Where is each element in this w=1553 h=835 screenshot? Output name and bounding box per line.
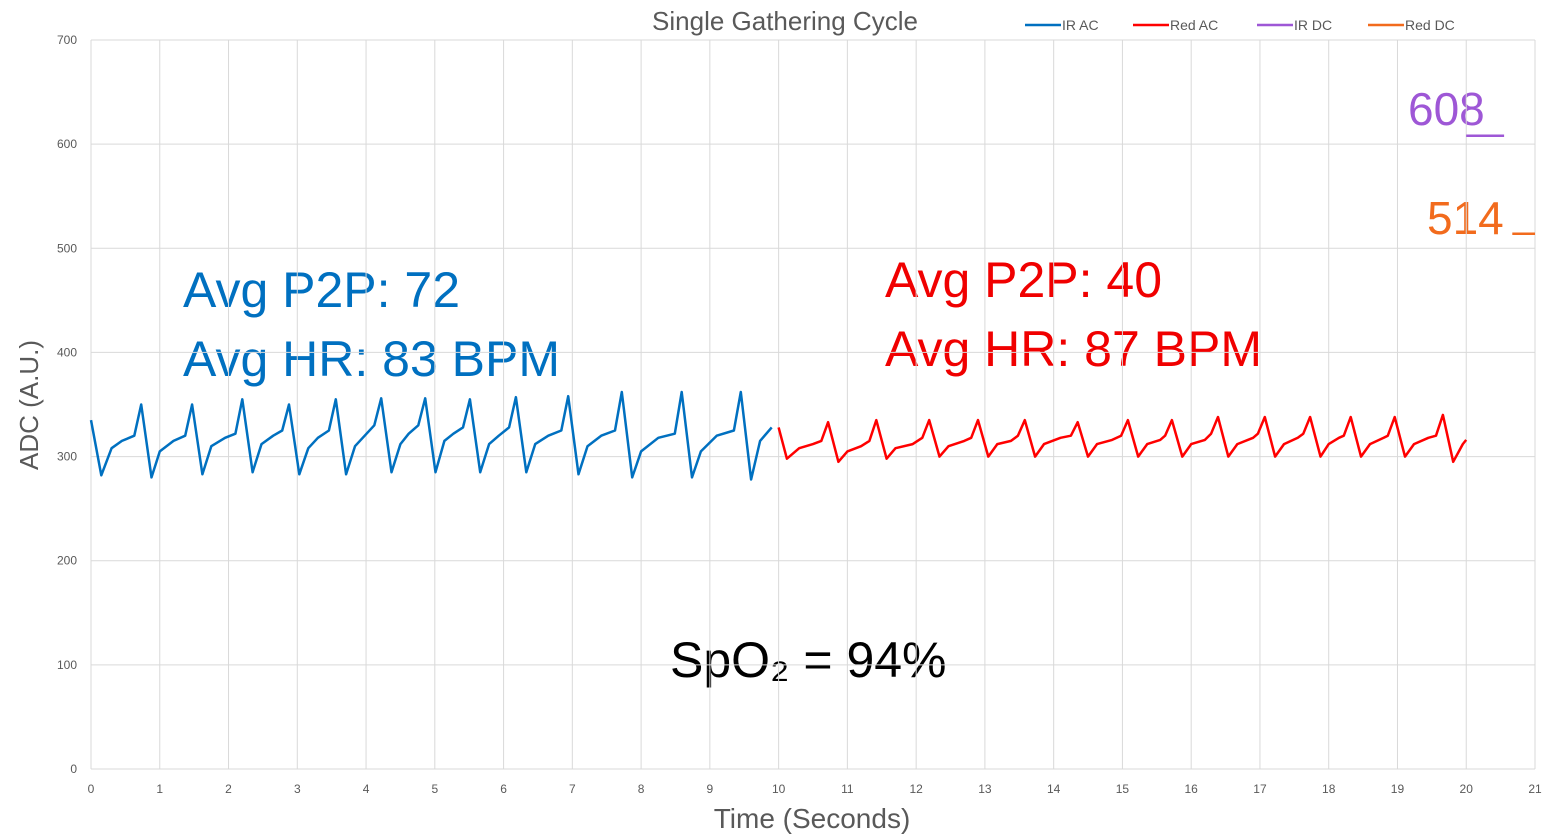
y-tick-label: 600 [57, 137, 77, 151]
y-tick-label: 100 [57, 658, 77, 672]
annotation: Avg P2P: 72 [183, 262, 460, 318]
legend-label: Red DC [1405, 17, 1455, 33]
x-tick-label: 15 [1116, 782, 1130, 796]
annotation: Avg HR: 83 BPM [183, 331, 560, 387]
x-tick-label: 5 [431, 782, 438, 796]
x-tick-label: 10 [772, 782, 786, 796]
x-tick-label: 1 [156, 782, 163, 796]
x-tick-label: 11 [841, 782, 854, 796]
x-tick-label: 20 [1460, 782, 1474, 796]
y-tick-label: 400 [57, 345, 77, 359]
x-tick-label: 13 [978, 782, 992, 796]
y-tick-label: 200 [57, 554, 77, 568]
annotation: SpO₂ = 94% [670, 632, 947, 688]
annotation: Avg P2P: 40 [885, 252, 1162, 308]
x-tick-label: 3 [294, 782, 301, 796]
x-tick-label: 6 [500, 782, 507, 796]
series-line [89, 390, 773, 481]
x-tick-label: 0 [88, 782, 95, 796]
y-axis-label: ADC (A.U.) [14, 340, 44, 470]
x-tick-label: 21 [1528, 782, 1542, 796]
y-tick-label: 500 [57, 241, 77, 255]
annotation: Avg HR: 87 BPM [885, 321, 1262, 377]
x-tick-label: 7 [569, 782, 576, 796]
legend-label: IR DC [1294, 17, 1332, 33]
x-tick-label: 14 [1047, 782, 1061, 796]
annotation: 608 [1408, 83, 1485, 135]
y-tick-label: 300 [57, 450, 77, 464]
x-tick-label: 4 [363, 782, 370, 796]
x-tick-label: 19 [1391, 782, 1405, 796]
y-tick-label: 700 [57, 33, 77, 47]
x-tick-label: 8 [638, 782, 645, 796]
x-tick-label: 18 [1322, 782, 1336, 796]
series-line [777, 413, 1468, 464]
x-tick-label: 12 [909, 782, 923, 796]
annotation: 514 [1427, 192, 1504, 244]
x-tick-label: 17 [1253, 782, 1267, 796]
y-tick-label: 0 [70, 762, 77, 776]
x-tick-label: 16 [1185, 782, 1199, 796]
x-tick-label: 2 [225, 782, 232, 796]
x-axis-label: Time (Seconds) [714, 803, 911, 834]
chart-title: Single Gathering Cycle [652, 6, 918, 36]
x-tick-label: 9 [707, 782, 714, 796]
legend-label: IR AC [1062, 17, 1099, 33]
legend-label: Red AC [1170, 17, 1218, 33]
